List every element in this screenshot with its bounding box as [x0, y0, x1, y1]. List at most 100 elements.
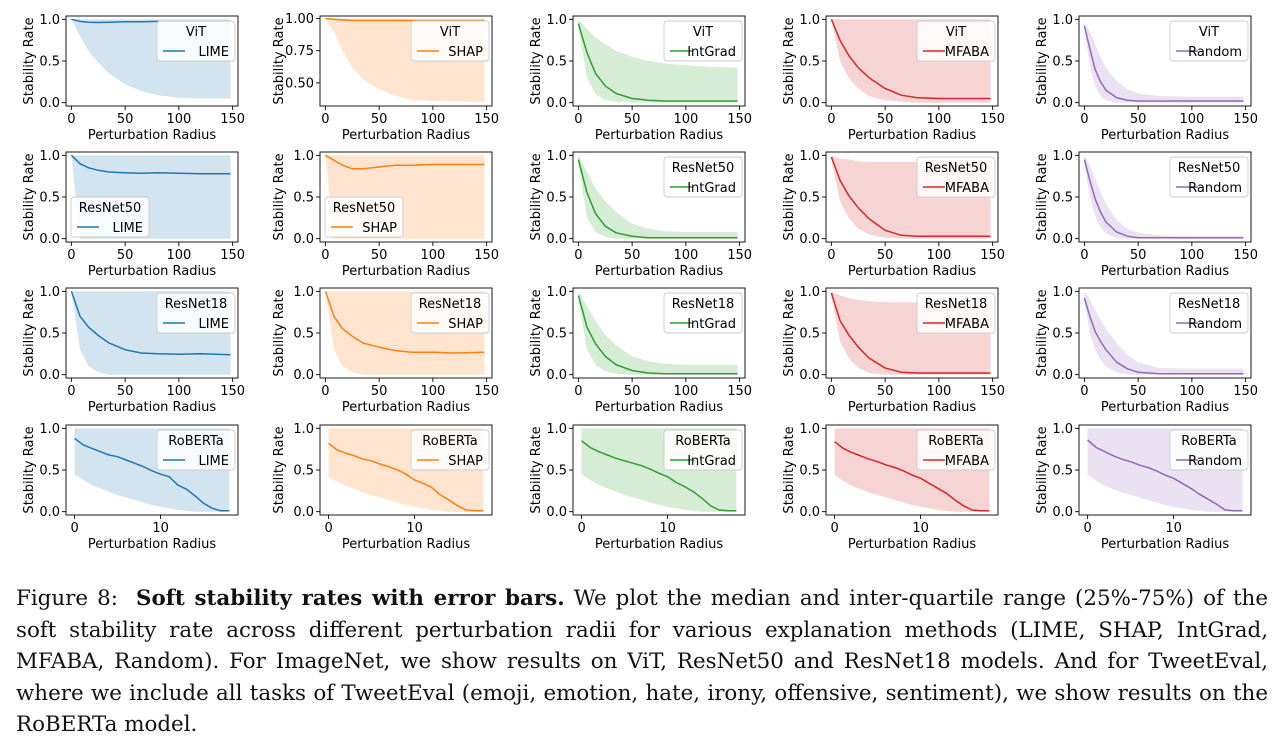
x-tick-label: 100 [1179, 248, 1204, 263]
x-tick-label: 0 [321, 384, 329, 399]
x-tick-label: 50 [877, 384, 894, 399]
x-tick-label: 0 [1080, 112, 1088, 127]
x-tick-label: 50 [371, 248, 388, 263]
x-axis-label: Perturbation Radius [595, 537, 723, 552]
x-tick-label: 0 [827, 112, 835, 127]
legend-title: ViT [186, 25, 206, 40]
x-tick-label: 10 [406, 521, 423, 536]
median-line [834, 441, 990, 512]
x-tick-label: 10 [912, 521, 929, 536]
x-axis-label: Perturbation Radius [342, 128, 470, 143]
y-axis-label: Stability Rate [272, 153, 287, 240]
x-tick-label: 50 [624, 248, 641, 263]
legend-label: IntGrad [687, 181, 736, 196]
panel-resnet50-shap: 0 50 100 150 0.0 0.5 1.0 Perturbation Radius Sta… [272, 149, 499, 279]
y-axis-label: Stability Rate [272, 426, 287, 513]
median-line [830, 156, 991, 237]
legend: ResNet18 MFABA [916, 292, 996, 334]
panel-resnet50-lime: 0 50 100 150 0.0 0.5 1.0 Perturbation Radius Sta… [22, 149, 245, 279]
x-tick-label: 150 [474, 384, 499, 399]
legend-label: SHAP [448, 454, 483, 469]
x-tick-label: 150 [980, 248, 1005, 263]
legend-label: IntGrad [687, 45, 736, 60]
legend-title: RoBERTa [422, 434, 477, 449]
panel-roberta-random: 0 10 0.0 0.5 1.0 Perturbation Radius Stability… [1035, 422, 1252, 552]
x-tick-label: 100 [673, 112, 698, 127]
y-tick-label: 1.0 [39, 285, 60, 300]
x-tick-label: 0 [574, 248, 582, 263]
legend: RoBERTa LIME [156, 429, 236, 471]
legend-title: RoBERTa [1181, 434, 1236, 449]
panel-resnet50-mfaba: 0 50 100 150 0.0 0.5 1.0 Perturbation Radius Sta… [782, 149, 1005, 279]
x-tick-label: 100 [673, 248, 698, 263]
x-tick-label: 100 [420, 112, 445, 127]
y-tick-label: 0.5 [1052, 191, 1073, 206]
x-tick-label: 50 [371, 384, 388, 399]
legend-label: LIME [198, 454, 229, 469]
caption-label: Figure 8: [16, 586, 118, 611]
x-axis-label: Perturbation Radius [1101, 264, 1229, 279]
y-tick-label: 0.5 [1052, 464, 1073, 479]
y-axis-label: Stability Rate [782, 426, 797, 513]
median-line [577, 23, 738, 102]
y-tick-label: 1.0 [39, 422, 60, 437]
legend-title: ViT [693, 25, 713, 40]
x-tick-label: 150 [1233, 112, 1258, 127]
y-tick-label: 0.0 [546, 368, 567, 383]
panel-resnet18-mfaba: 0 50 100 150 0.0 0.5 1.0 Perturbation Radius Sta… [782, 285, 1005, 415]
y-tick-label: 0.0 [1052, 505, 1073, 520]
y-tick-label: 0.0 [799, 232, 820, 247]
y-tick-label: 1.0 [1052, 285, 1073, 300]
x-tick-label: 100 [926, 384, 951, 399]
legend-title: ResNet18 [672, 297, 735, 312]
legend: ResNet18 Random [1169, 292, 1249, 334]
y-tick-label: 0.5 [546, 55, 567, 70]
y-tick-label: 0.5 [799, 327, 820, 342]
legend-label: MFABA [945, 181, 989, 196]
y-tick-label: 0.5 [1052, 55, 1073, 70]
panel-resnet18-intgrad: 0 50 100 150 0.0 0.5 1.0 Perturbation Radius Sta… [529, 285, 752, 415]
y-tick-label: 0.5 [293, 327, 314, 342]
x-tick-label: 100 [1179, 384, 1204, 399]
iqr-band [1084, 21, 1244, 103]
x-tick-label: 150 [220, 112, 245, 127]
y-axis-label: Stability Rate [272, 289, 287, 376]
x-tick-label: 10 [1165, 521, 1182, 536]
y-axis-label: Stability Rate [529, 289, 544, 376]
median-line [70, 154, 231, 175]
x-tick-label: 0 [577, 521, 585, 536]
x-tick-label: 10 [659, 521, 676, 536]
y-axis-label: Stability Rate [529, 17, 544, 104]
legend: ViT LIME [156, 20, 236, 62]
y-axis-label: Stability Rate [782, 153, 797, 240]
x-tick-label: 10 [152, 521, 169, 536]
panel-resnet18-shap: 0 50 100 150 0.0 0.5 1.0 Perturbation Radius Sta… [272, 285, 499, 415]
y-tick-label: 0.5 [39, 464, 60, 479]
y-tick-label: 0.0 [39, 232, 60, 247]
panel-vit-lime: 0 50 100 150 0.0 0.5 1.0 Perturbation Radius Sta… [22, 13, 245, 143]
y-tick-label: 0.5 [799, 464, 820, 479]
y-tick-label: 0.75 [285, 44, 314, 59]
y-tick-label: 0.0 [293, 232, 314, 247]
y-tick-label: 0.5 [799, 55, 820, 70]
panel-resnet18-random: 0 50 100 150 0.0 0.5 1.0 Perturbation Radius Sta… [1035, 285, 1258, 415]
y-tick-label: 0.0 [1052, 232, 1073, 247]
y-tick-label: 0.5 [293, 464, 314, 479]
y-tick-label: 1.0 [546, 13, 567, 28]
median-line [74, 437, 230, 512]
median-line [328, 442, 484, 512]
legend-title: RoBERTa [675, 434, 730, 449]
legend: RoBERTa IntGrad [663, 429, 743, 471]
x-tick-label: 100 [166, 248, 191, 263]
median-line [1087, 439, 1243, 512]
legend-title: ResNet50 [79, 201, 142, 216]
y-axis-label: Stability Rate [22, 426, 37, 513]
panel-vit-random: 0 50 100 150 0.0 0.5 1.0 Perturbation Radius Sta… [1035, 13, 1258, 143]
legend-title: ResNet50 [672, 161, 735, 176]
legend-label: MFABA [945, 317, 989, 332]
x-tick-label: 0 [70, 521, 78, 536]
x-tick-label: 0 [574, 112, 582, 127]
panel-vit-intgrad: 0 50 100 150 0.0 0.5 1.0 Perturbation Radius Sta… [529, 13, 752, 143]
x-tick-label: 0 [324, 521, 332, 536]
y-tick-label: 1.0 [799, 149, 820, 164]
